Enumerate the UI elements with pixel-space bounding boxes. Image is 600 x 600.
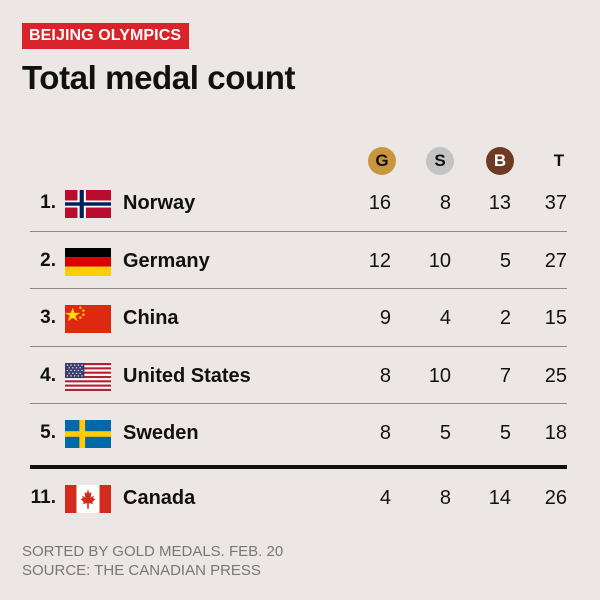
country-cell: Sweden xyxy=(123,422,199,444)
total-value: 37 xyxy=(544,192,567,214)
silver-value: 4 xyxy=(439,307,451,329)
gold-value: 12 xyxy=(368,250,391,272)
table-row: 2. Germany 12 10 5 27 xyxy=(30,246,567,304)
bronze-value: 14 xyxy=(488,487,511,509)
bronze-value: 2 xyxy=(499,307,511,329)
country-cell: Canada xyxy=(123,487,196,509)
total-value: 26 xyxy=(544,487,567,509)
row-divider xyxy=(30,403,567,404)
row-divider xyxy=(30,346,567,347)
canada-flag-icon xyxy=(65,485,111,513)
table-row: 5. Sweden 8 5 5 18 xyxy=(30,418,567,476)
silver-value: 5 xyxy=(439,422,451,444)
gold-value: 9 xyxy=(379,307,391,329)
rank-cell: 3. xyxy=(40,307,56,328)
country-cell: Germany xyxy=(123,250,210,272)
table-row: 1. Norway 16 8 13 37 xyxy=(30,188,567,246)
country-cell: Norway xyxy=(123,192,196,214)
silver-value: 8 xyxy=(439,192,451,214)
section-separator xyxy=(30,465,567,469)
germany-flag-icon xyxy=(65,248,111,276)
row-divider xyxy=(30,231,567,232)
gold-value: 8 xyxy=(379,365,391,387)
rank-cell: 5. xyxy=(40,422,56,443)
rank-cell: 4. xyxy=(40,365,56,386)
total-column-header: T xyxy=(553,151,565,170)
silver-value: 10 xyxy=(428,250,451,272)
rank-cell: 2. xyxy=(40,250,56,271)
total-value: 18 xyxy=(544,422,567,444)
rank-cell: 11. xyxy=(30,487,56,508)
sweden-flag-icon xyxy=(65,420,111,448)
sort-note: SORTED BY GOLD MEDALS. FEB. 20 xyxy=(22,543,284,560)
section-tag: BEIJING OLYMPICS xyxy=(22,23,190,49)
chart-title: Total medal count xyxy=(22,59,296,96)
total-value: 25 xyxy=(544,365,567,387)
table-row: 3. China 9 4 2 15 xyxy=(30,303,567,361)
gold-value: 4 xyxy=(379,487,391,509)
gold-column-header: G xyxy=(368,147,396,175)
bronze-value: 5 xyxy=(499,250,511,272)
usa-flag-icon xyxy=(65,363,111,391)
china-flag-icon xyxy=(65,305,111,333)
footer-notes: SORTED BY GOLD MEDALS. FEB. 20 SOURCE: T… xyxy=(22,542,283,580)
gold-value: 16 xyxy=(368,192,391,214)
table-row: 4. United States 8 10 7 25 xyxy=(30,361,567,419)
source-note: SOURCE: THE CANADIAN PRESS xyxy=(22,562,261,579)
country-cell: China xyxy=(123,307,179,329)
total-value: 27 xyxy=(544,250,567,272)
silver-value: 10 xyxy=(428,365,451,387)
norway-flag-icon xyxy=(65,190,111,218)
silver-value: 8 xyxy=(439,487,451,509)
gold-value: 8 xyxy=(379,422,391,444)
bronze-value: 5 xyxy=(499,422,511,444)
bronze-column-header: B xyxy=(486,147,514,175)
row-divider xyxy=(30,288,567,289)
country-cell: United States xyxy=(123,365,251,387)
total-value: 15 xyxy=(544,307,567,329)
table-row: 11. Canada 4 8 14 26 xyxy=(30,483,567,541)
silver-column-header: S xyxy=(426,147,454,175)
bronze-value: 7 xyxy=(499,365,511,387)
bronze-value: 13 xyxy=(488,192,511,214)
rank-cell: 1. xyxy=(40,192,56,213)
